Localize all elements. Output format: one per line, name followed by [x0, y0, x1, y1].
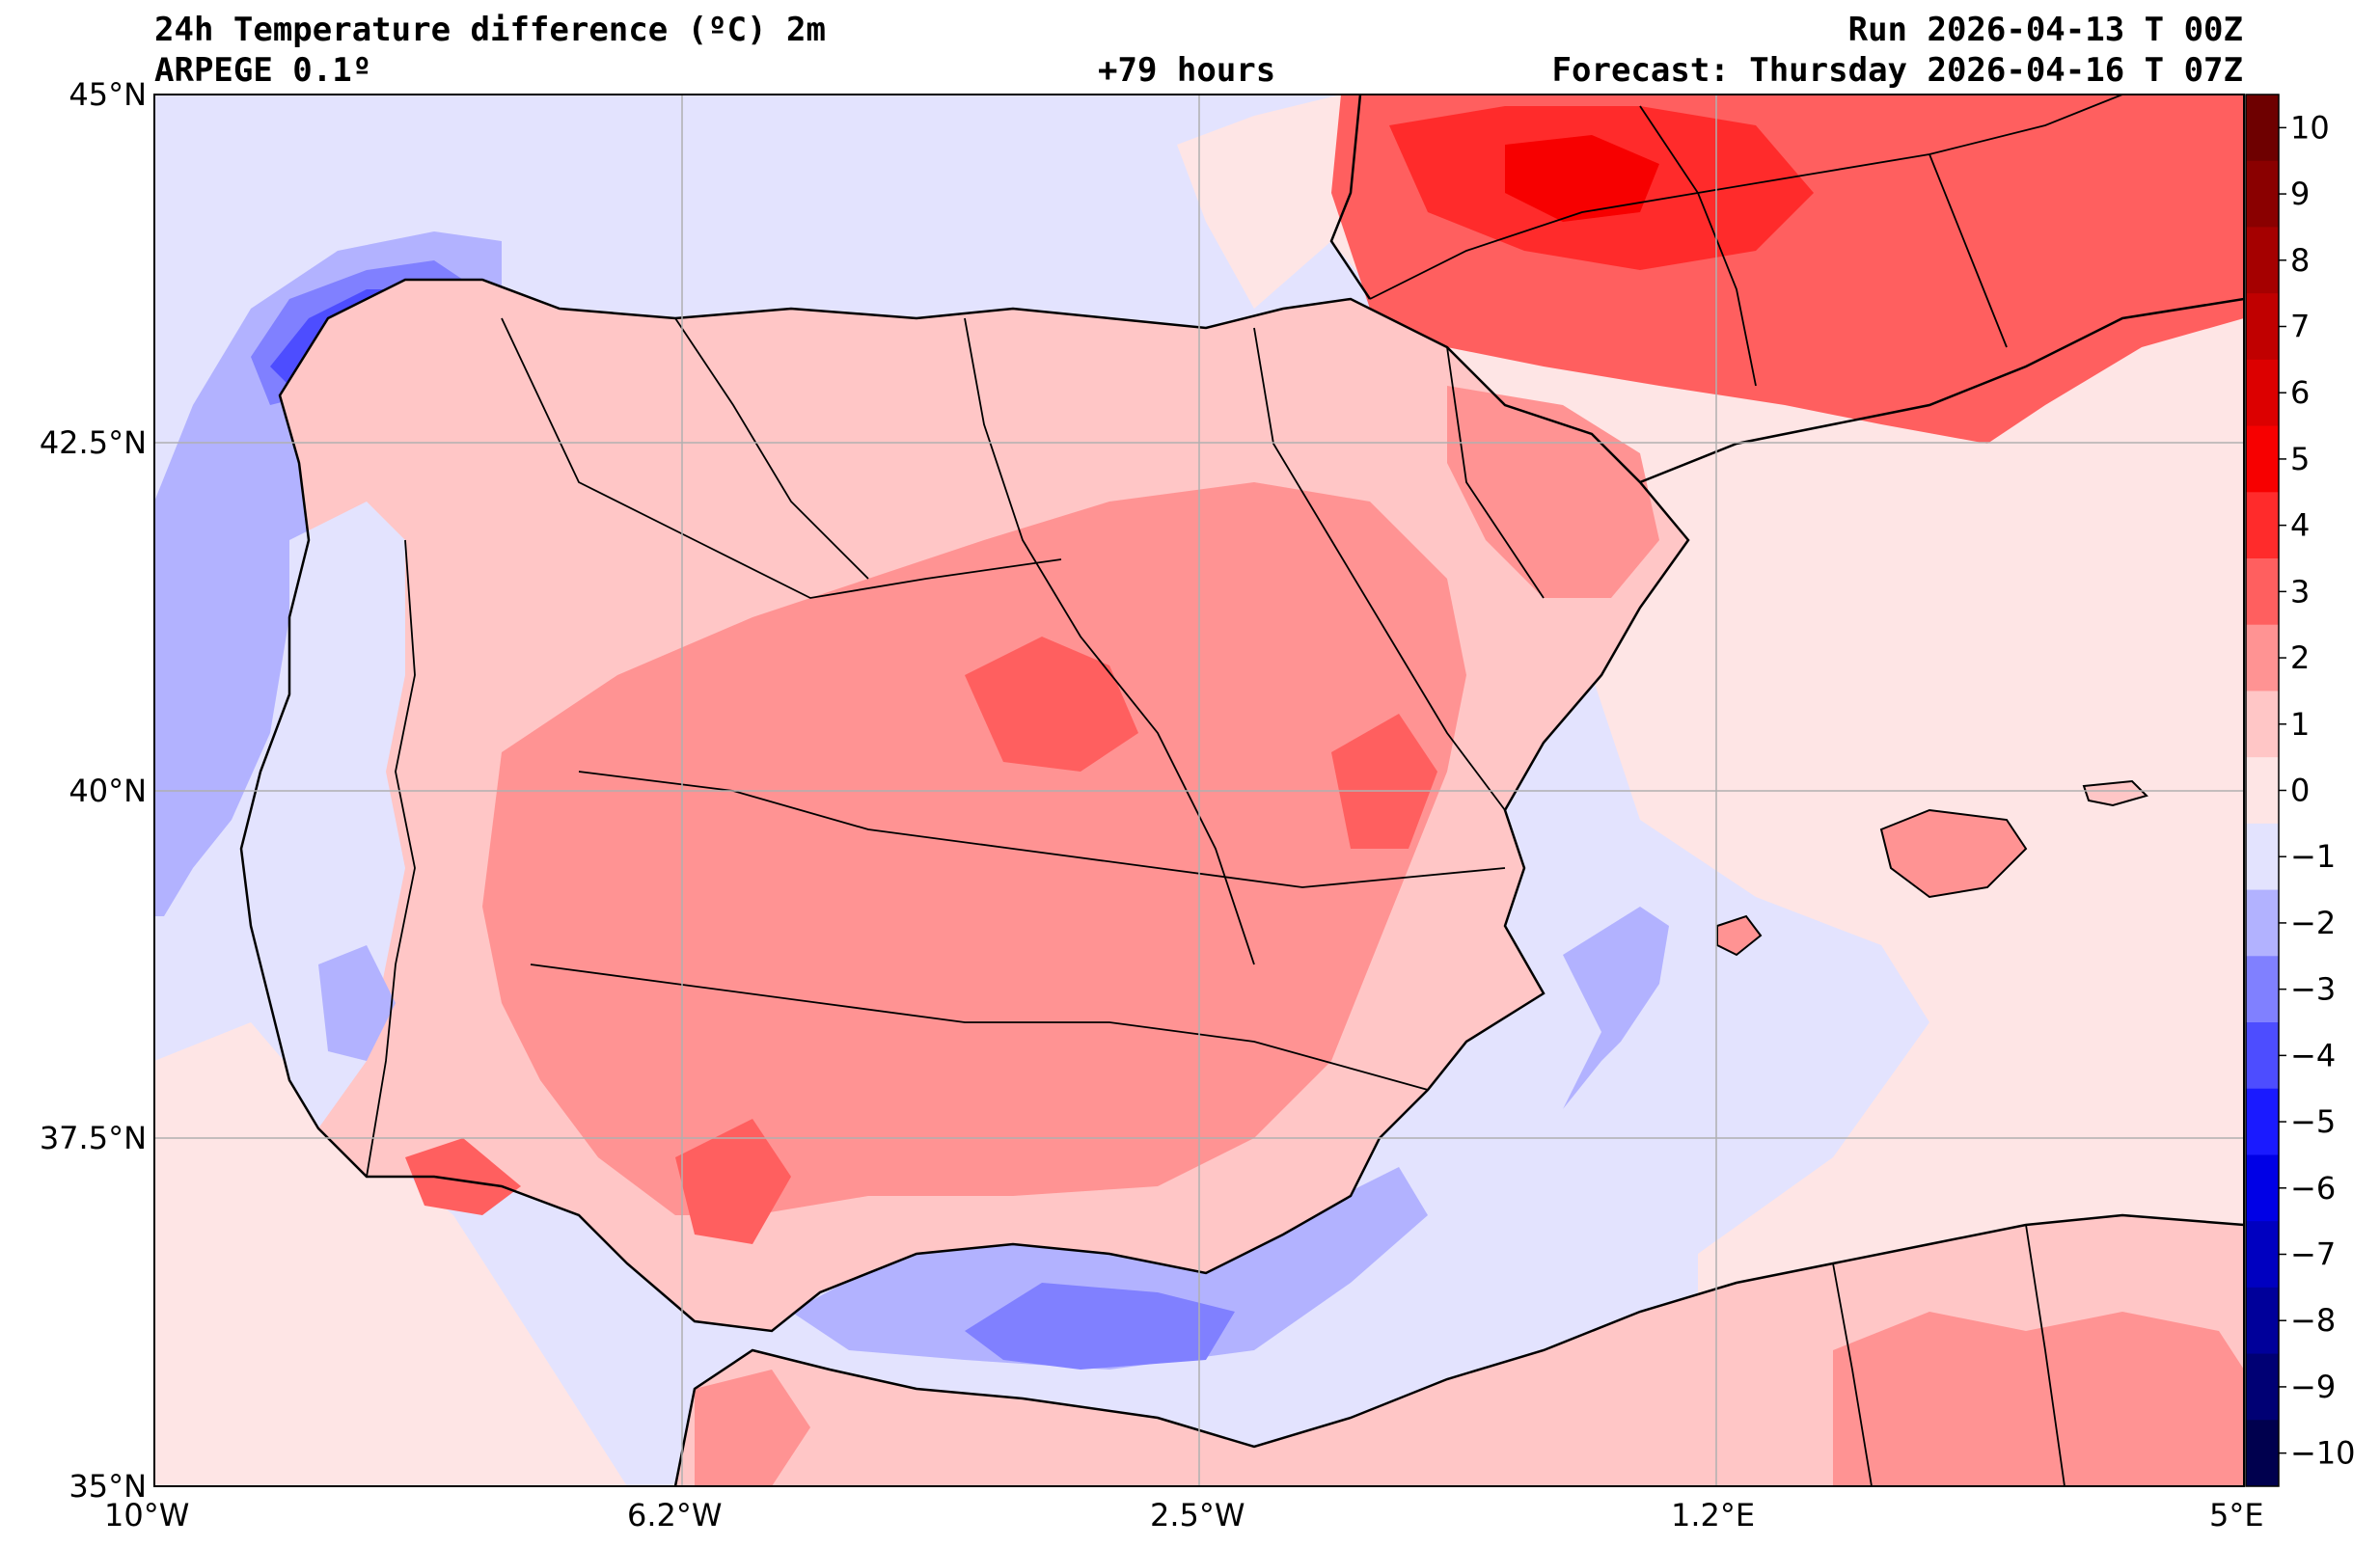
colorbar-band	[2246, 1353, 2279, 1421]
colorbar-tick-label: 6	[2290, 374, 2310, 411]
interior-hot-spots	[965, 637, 1138, 772]
graticule	[154, 95, 2244, 1486]
admin-borders	[366, 95, 2123, 1486]
model-label: ARPEGE 0.1º	[154, 51, 372, 90]
colorbar-tick-label: 2	[2290, 639, 2310, 676]
forecast-label: Forecast: Thursday 2026-04-16 T 07Z	[1551, 51, 2243, 90]
alboran-cool-core	[965, 1283, 1235, 1370]
morocco-warm	[695, 1370, 810, 1486]
region-border	[674, 317, 869, 580]
region-border	[1369, 95, 2123, 300]
portugal-spain-border	[366, 539, 416, 1178]
colorbar-tick-label: −10	[2290, 1435, 2356, 1472]
med-cool-zone	[1563, 907, 1669, 1109]
colorbar-band	[2246, 1287, 2279, 1355]
region-border	[1929, 153, 2008, 348]
colorbar-tick-label: −6	[2290, 1170, 2336, 1207]
region-border	[530, 963, 1429, 1091]
colorbar-tick-label: −2	[2290, 905, 2336, 941]
map-title: 24h Temperature difference (ºC) 2m	[154, 11, 826, 49]
colorbar-band	[2246, 492, 2279, 559]
run-label: Run 2026-04-13 T 00Z	[1847, 11, 2243, 49]
map-frame	[153, 94, 2245, 1487]
colorbar-tick-label: −9	[2290, 1369, 2336, 1405]
colorbar-tick-label: 5	[2290, 441, 2310, 477]
lon-label-2-5w: 2.5°W	[1150, 1497, 1245, 1533]
colorbar-tick-label: 7	[2290, 309, 2310, 345]
colorbar-tick-label: −3	[2290, 971, 2336, 1008]
colorbar-band	[2246, 359, 2279, 427]
lon-label-5e: 5°E	[2209, 1497, 2264, 1533]
region-border	[501, 317, 1062, 599]
region-border	[1832, 1262, 1873, 1486]
lat-label-37-5: 37.5°N	[39, 1120, 147, 1156]
colorbar-tick-label: −5	[2290, 1103, 2336, 1140]
colorbar-band	[2246, 160, 2279, 228]
region-border	[1446, 346, 1545, 599]
colorbar-band	[2246, 425, 2279, 493]
colorbar-band	[2246, 293, 2279, 361]
menorca	[2082, 779, 2148, 807]
lat-label-42-5: 42.5°N	[39, 424, 147, 461]
colorbar-tick-label: 3	[2290, 573, 2310, 610]
lat-label-40: 40°N	[68, 773, 147, 809]
colorbar-tick-label: −7	[2290, 1236, 2336, 1273]
gulf-cadiz-warm	[405, 1138, 521, 1215]
colorbar-tick-label: 8	[2290, 242, 2310, 279]
mallorca	[1879, 808, 2028, 899]
interior-warm-zone	[482, 482, 1466, 1215]
africa-coastline	[673, 1213, 2244, 1486]
lead-time-label: +79 hours	[1098, 51, 1276, 90]
france-med-coastline	[1639, 297, 2244, 484]
lon-label-6-2w: 6.2°W	[627, 1497, 723, 1533]
andalusia-hot-spot	[675, 1119, 791, 1244]
colorbar-band	[2246, 1154, 2279, 1222]
lat-label-35: 35°N	[68, 1468, 147, 1505]
colorbar-band	[2246, 956, 2279, 1023]
lat-label-45: 45°N	[68, 76, 147, 113]
colorbar-tick-label: 9	[2290, 176, 2310, 212]
colorbar-band	[2246, 558, 2279, 626]
colorbar-band	[2246, 757, 2279, 825]
portugal-cool-spots	[318, 945, 396, 1061]
region-border	[964, 317, 1255, 965]
region-border	[1639, 105, 1757, 387]
colorbar-band	[2246, 624, 2279, 692]
colorbar-band	[2246, 889, 2279, 957]
colorbar-tick-label: −4	[2290, 1037, 2336, 1073]
lon-label-1-2e: 1.2°E	[1671, 1497, 1756, 1533]
france-hottest-core	[1505, 135, 1659, 222]
colorbar-band	[2246, 691, 2279, 758]
catalonia-warm	[1447, 386, 1659, 598]
colorbar-tick-label: −8	[2290, 1302, 2336, 1339]
lon-label-10w: 10°W	[104, 1497, 190, 1533]
colorbar-band	[2246, 1022, 2279, 1090]
colorbar-band	[2246, 95, 2279, 162]
colorbar-band	[2246, 823, 2279, 891]
colorbar-band	[2246, 227, 2279, 294]
colorbar-band	[2246, 1221, 2279, 1289]
ibiza	[1716, 914, 1763, 957]
colorbar-tick-label: 1	[2290, 706, 2310, 743]
colorbar-band	[2246, 1088, 2279, 1155]
colorbar-band	[2246, 1420, 2279, 1487]
interior-hot-spots-2	[1331, 714, 1437, 849]
france-coastline	[1329, 95, 1372, 300]
colorbar-tick-label: −1	[2290, 838, 2336, 875]
region-border	[2025, 1224, 2065, 1486]
north-africa-warm-spots	[1833, 1312, 2244, 1486]
colorbar-tick-label: 4	[2290, 507, 2310, 544]
colorbar-tick-label: 0	[2290, 773, 2310, 809]
colorbar-tick-label: 10	[2290, 109, 2330, 146]
alboran-cool-zone	[791, 1167, 1428, 1370]
region-border	[1253, 327, 1506, 811]
